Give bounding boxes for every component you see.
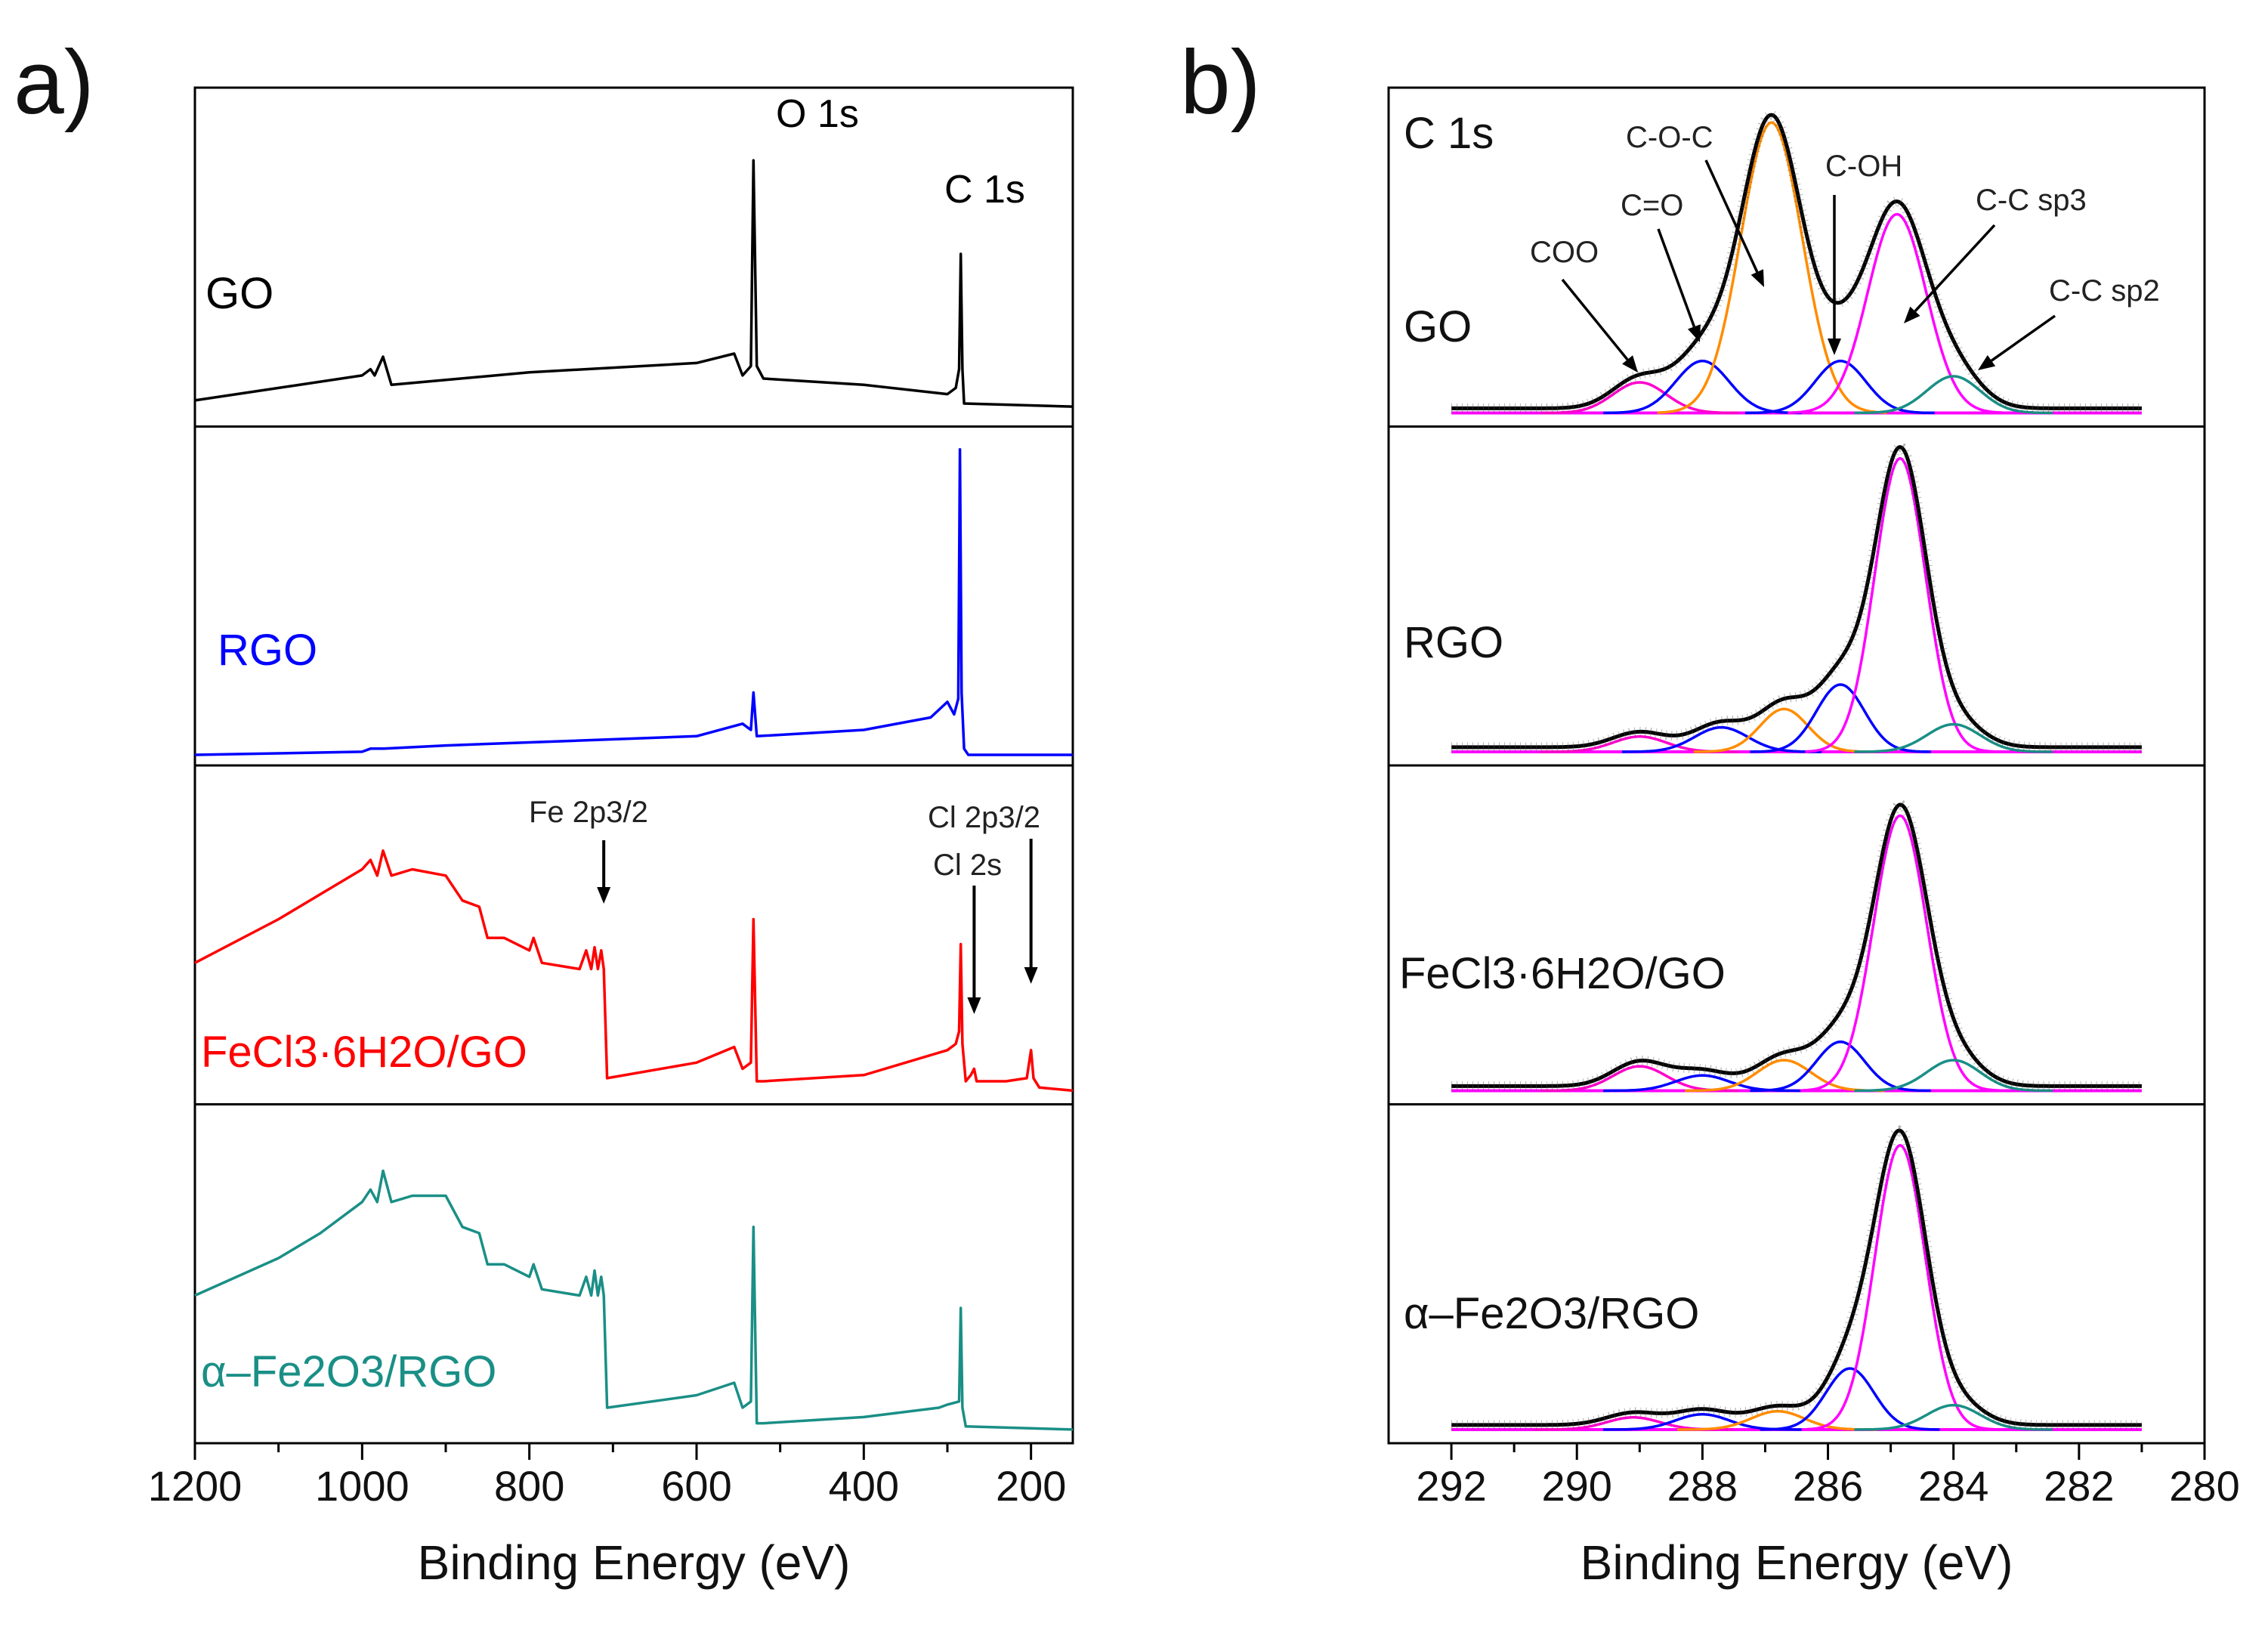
c1s-peak-go-c-c-sp2 xyxy=(1854,375,2053,415)
arrow-c-c-sp3-head xyxy=(1904,306,1920,323)
c1s-data-points-rgo xyxy=(1451,442,2142,753)
annotation-c-o-c: C-O-C xyxy=(1626,121,1713,154)
c1s-peak-go-c-oh xyxy=(1744,359,1935,415)
x-tick-label-282: 282 xyxy=(2044,1462,2114,1510)
survey-label-rgo: RGO xyxy=(218,626,317,675)
x-tick-label-288: 288 xyxy=(1667,1462,1738,1510)
x-tick-label-284: 284 xyxy=(1918,1462,1988,1510)
c1s-label-rgo: RGO xyxy=(1404,618,1503,667)
c1s-peak-rgo-c-c-sp3 xyxy=(1805,457,1995,753)
x-tick-label-286: 286 xyxy=(1793,1462,1863,1510)
c1s-peak-go-c-o-c xyxy=(1657,121,1887,414)
x-tick-label-600: 600 xyxy=(661,1462,731,1510)
c1s-peak-rgo-c-oh xyxy=(1750,683,1931,753)
x-tick-label-200: 200 xyxy=(996,1462,1066,1510)
x-tick-label-292: 292 xyxy=(1416,1462,1486,1510)
panel-b-c1s-spectra: GO RGO FeCl3·6H2O/GO α–Fe2O3/RGO C 1s COO C=O C… xyxy=(1387,86,2240,1590)
c1s-peak-fe2o3-rgo-c-oh xyxy=(1760,1367,1940,1431)
arrow-fe2p-head xyxy=(597,887,611,904)
x-tick-label-1000: 1000 xyxy=(315,1462,409,1510)
panel-a-label: a) xyxy=(14,32,94,133)
annotation-c-c-sp2: C-C sp2 xyxy=(2049,274,2160,308)
c1s-envelope-rgo xyxy=(1451,445,2142,750)
annotation-fe2p: Fe 2p3/2 xyxy=(529,796,648,829)
c1s-peak-go-coo xyxy=(1540,381,1739,415)
survey-line-rgo xyxy=(194,448,1073,756)
annotation-c-oh: C-OH xyxy=(1825,150,1902,183)
c1s-data-points-fe2o3-rgo xyxy=(1451,1125,2142,1430)
arrow-cl2p-head xyxy=(1024,967,1038,984)
x-tick-label-400: 400 xyxy=(829,1462,899,1510)
c1s-peak-go-c-c-sp3 xyxy=(1788,212,2008,415)
c1s-envelope-fecl3-6h2o-go xyxy=(1451,802,2142,1088)
c1s-label-fe2o3-rgo: α–Fe2O3/RGO xyxy=(1404,1289,1699,1338)
annotation-c-c-sp3: C-C sp3 xyxy=(1976,184,2087,217)
survey-line-fe2o3-rgo xyxy=(194,1169,1074,1431)
x-tick-label-800: 800 xyxy=(494,1462,564,1510)
panel-a-xlabel: Binding Energy (eV) xyxy=(418,1535,851,1590)
c1s-peak-fecl3-6h2o-go-c-c-sp2 xyxy=(1854,1059,2053,1093)
c1s-peak-rgo-coo xyxy=(1540,735,1739,753)
annotation-cl2p: Cl 2p3/2 xyxy=(928,801,1040,834)
panel-b-xlabel: Binding Energy (eV) xyxy=(1580,1535,2013,1590)
arrow-coo-head xyxy=(1622,355,1638,373)
c1s-peak-fecl3-6h2o-go-c-oh xyxy=(1750,1040,1931,1093)
arrow-c-c-sp2-shaft xyxy=(1990,314,2056,362)
c1s-peak-rgo-c-c-sp2 xyxy=(1854,722,2053,753)
c1s-peak-fe2o3-rgo-c-c-sp2 xyxy=(1854,1403,2053,1431)
annotation-coo: COO xyxy=(1530,236,1599,269)
c1s-peak-fe2o3-rgo-c-c-sp3 xyxy=(1805,1144,1995,1431)
arrow-c-o-shaft xyxy=(1657,228,1696,327)
c1s-peak-fecl3-6h2o-go-c-o-c xyxy=(1685,1059,1885,1093)
arrow-c-o-head xyxy=(1687,324,1701,342)
c1s-title: C 1s xyxy=(1404,109,1494,158)
arrow-c-oh-head xyxy=(1828,339,1841,355)
survey-line-fecl3-6h2o-go xyxy=(194,849,1074,1093)
annotation-c-o: C=O xyxy=(1621,189,1683,222)
x-tick-label-290: 290 xyxy=(1542,1462,1612,1510)
c1s-envelope-fe2o3-rgo xyxy=(1451,1128,2142,1427)
c1s-peak-fe2o3-rgo-c-o-c xyxy=(1677,1409,1877,1431)
survey-line-go xyxy=(194,159,1074,408)
c1s-label-go: GO xyxy=(1404,302,1472,351)
annotation-cl2s: Cl 2s xyxy=(933,849,1002,882)
annotation-c1s: C 1s xyxy=(944,168,1025,212)
annotation-o1s: O 1s xyxy=(776,92,859,136)
c1s-peak-fecl3-6h2o-go-c-c-sp3 xyxy=(1800,814,2001,1092)
arrow-c-o-c-shaft xyxy=(1704,159,1759,273)
survey-label-go: GO xyxy=(205,269,273,318)
c1s-data-points-fecl3-6h2o-go xyxy=(1451,799,2142,1091)
survey-label-fecl3-6h2o-go: FeCl3·6H2O/GO xyxy=(201,1028,527,1077)
panel-a-survey-spectra: GO RGO FeCl3·6H2O/GO α–Fe2O3/RGO O 1s C 1s Fe … xyxy=(148,86,1074,1590)
arrow-c-o-c-head xyxy=(1750,269,1764,287)
c1s-peak-rgo-c-o xyxy=(1622,725,1822,753)
c1s-peak-go-c-o xyxy=(1603,359,1802,415)
c1s-label-fecl3-6h2o-go: FeCl3·6H2O/GO xyxy=(1399,949,1726,998)
arrow-cl2s-head xyxy=(967,997,981,1014)
x-tick-label-280: 280 xyxy=(2169,1462,2239,1510)
c1s-envelope-go xyxy=(1451,113,2142,410)
survey-label-fe2o3-rgo: α–Fe2O3/RGO xyxy=(201,1347,496,1396)
arrow-c-c-sp2-head xyxy=(1978,354,1996,370)
c1s-peak-rgo-c-o-c xyxy=(1693,707,1875,753)
arrow-coo-shaft xyxy=(1561,278,1629,361)
panel-b-label: b) xyxy=(1180,32,1261,133)
x-tick-label-1200: 1200 xyxy=(148,1462,243,1510)
arrow-c-c-sp3-shaft xyxy=(1914,224,1996,313)
